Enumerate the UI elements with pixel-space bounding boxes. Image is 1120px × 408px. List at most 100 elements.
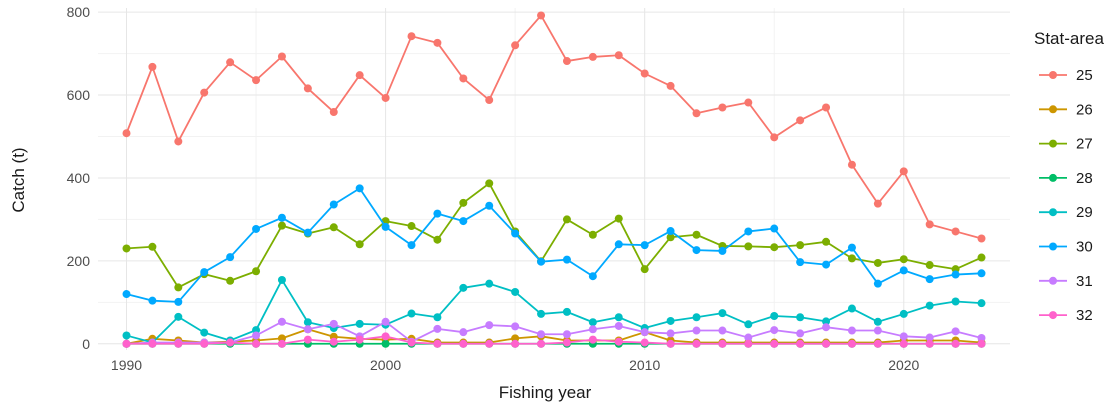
- data-point-29: [511, 287, 520, 296]
- legend-label: 28: [1076, 170, 1093, 187]
- legend-key-point: [1049, 276, 1057, 285]
- data-point-31: [537, 330, 546, 339]
- series-line-27: [126, 182, 982, 289]
- data-point-30: [977, 269, 986, 278]
- data-point-32: [252, 339, 261, 348]
- data-point-29: [277, 275, 286, 284]
- data-point-25: [200, 88, 209, 97]
- legend: Stat-area 25 26 27 28 29 30 31 32: [1034, 29, 1104, 324]
- data-point-25: [925, 220, 934, 229]
- data-point-32: [537, 339, 546, 348]
- data-point-32: [329, 337, 338, 346]
- data-point-29: [796, 313, 805, 322]
- x-axis-ticks: 1990 2000 2010 2020: [111, 357, 920, 373]
- data-point-27: [407, 222, 416, 231]
- data-point-29: [770, 312, 779, 321]
- x-tick-label: 1990: [111, 357, 142, 373]
- legend-item-32: 32: [1039, 307, 1093, 324]
- data-point-25: [122, 129, 131, 138]
- data-point-29: [718, 309, 727, 318]
- data-point-27: [252, 267, 261, 276]
- data-point-31: [899, 332, 908, 341]
- data-point-27: [744, 242, 753, 251]
- legend-key-point: [1049, 208, 1057, 217]
- data-point-32: [148, 339, 157, 348]
- legend-label: 32: [1076, 307, 1093, 324]
- data-point-31: [770, 326, 779, 335]
- data-point-27: [796, 241, 805, 250]
- data-point-30: [537, 257, 546, 266]
- data-point-27: [770, 243, 779, 252]
- data-point-27: [459, 198, 468, 207]
- data-point-25: [252, 76, 261, 85]
- data-point-32: [433, 339, 442, 348]
- data-point-32: [718, 339, 727, 348]
- series-line-32: [126, 335, 982, 345]
- data-point-25: [640, 69, 649, 78]
- data-point-25: [459, 74, 468, 83]
- data-point-29: [588, 318, 597, 327]
- data-point-25: [511, 41, 520, 50]
- data-point-29: [822, 317, 831, 326]
- legend-label: 29: [1076, 204, 1093, 221]
- minor-gridlines: [98, 8, 1010, 350]
- data-point-32: [122, 339, 131, 348]
- legend-item-29: 29: [1039, 204, 1093, 221]
- data-point-32: [951, 339, 960, 348]
- data-point-31: [252, 331, 261, 340]
- data-point-25: [796, 116, 805, 125]
- legend-key-point: [1049, 105, 1057, 114]
- data-point-25: [847, 160, 856, 169]
- data-point-25: [407, 32, 416, 41]
- y-tick-label: 400: [67, 170, 91, 186]
- x-tick-label: 2010: [629, 357, 660, 373]
- data-point-29: [666, 316, 675, 325]
- series-30: [122, 184, 986, 306]
- data-point-32: [200, 339, 209, 348]
- data-point-29: [407, 309, 416, 318]
- data-point-27: [977, 253, 986, 262]
- data-point-32: [873, 339, 882, 348]
- data-point-27: [614, 214, 623, 223]
- data-point-32: [822, 339, 831, 348]
- data-point-30: [770, 224, 779, 233]
- data-point-31: [485, 321, 494, 330]
- data-point-25: [718, 103, 727, 112]
- data-point-29: [433, 313, 442, 322]
- data-point-27: [148, 242, 157, 251]
- data-point-30: [252, 224, 261, 233]
- data-point-25: [822, 103, 831, 112]
- legend-item-27: 27: [1039, 136, 1093, 153]
- legend-label: 27: [1076, 136, 1093, 153]
- data-point-31: [329, 319, 338, 328]
- x-axis-title: Fishing year: [499, 383, 592, 402]
- legend-title: Stat-area: [1034, 29, 1104, 48]
- data-point-29: [977, 299, 986, 308]
- data-point-31: [640, 328, 649, 337]
- data-point-29: [744, 320, 753, 329]
- data-point-25: [485, 96, 494, 105]
- data-point-31: [822, 323, 831, 332]
- legend-item-26: 26: [1039, 101, 1093, 118]
- data-point-30: [873, 279, 882, 288]
- x-tick-label: 2020: [888, 357, 919, 373]
- y-axis-title: Catch (t): [9, 147, 28, 212]
- data-point-32: [666, 339, 675, 348]
- data-point-32: [226, 338, 235, 347]
- data-point-30: [899, 266, 908, 275]
- data-point-30: [277, 213, 286, 222]
- data-point-29: [200, 328, 209, 337]
- data-point-31: [796, 329, 805, 338]
- legend-label: 25: [1076, 67, 1093, 84]
- legend-key-point: [1049, 242, 1057, 251]
- data-point-29: [174, 312, 183, 321]
- data-point-31: [925, 333, 934, 342]
- data-point-27: [925, 261, 934, 270]
- data-point-27: [122, 244, 131, 253]
- data-point-30: [588, 272, 597, 281]
- data-point-25: [951, 227, 960, 236]
- data-point-31: [433, 324, 442, 333]
- data-point-31: [459, 328, 468, 337]
- data-point-27: [355, 240, 364, 249]
- data-point-30: [796, 258, 805, 267]
